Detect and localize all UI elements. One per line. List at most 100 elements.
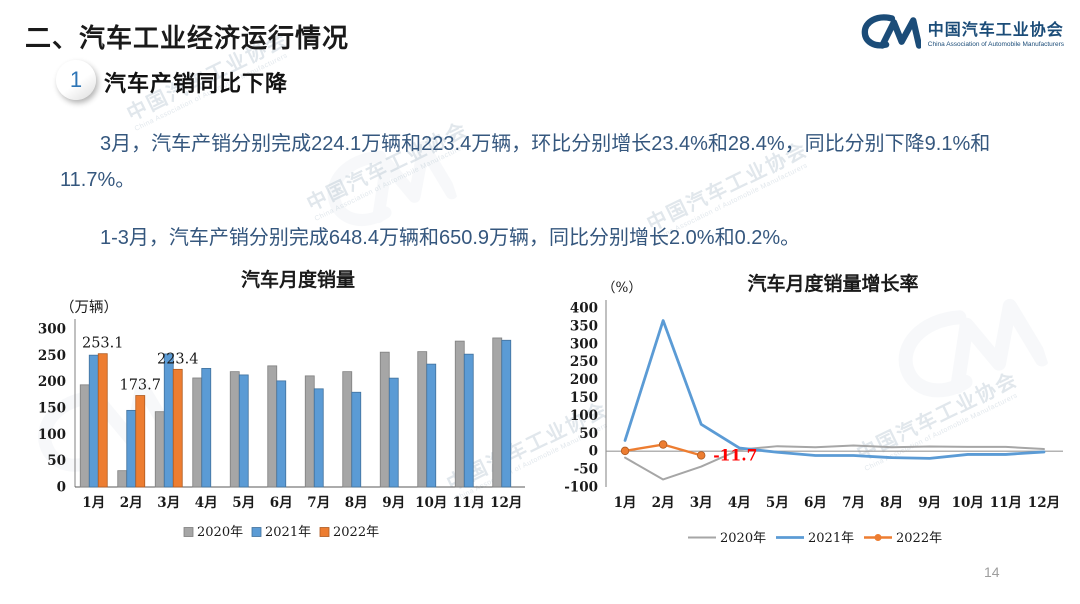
y-tick--100: -100 [564,480,598,496]
legend-label-2022年: 2022年 [333,525,379,540]
legend-label-2021年: 2021年 [808,531,854,546]
logo-name-zh: 中国汽车工业协会 [927,22,1064,39]
legend-label-2021年: 2021年 [265,525,311,540]
marker-2022年-2月 [658,440,668,449]
bar-2021年-8月 [351,391,362,488]
y-tick-0: 0 [57,480,66,496]
bar-data-label-173.7: 173.7 [119,378,161,394]
y-tick-150: 150 [38,401,66,417]
paragraph-march-summary: 3月，汽车产销分别完成224.1万辆和223.4万辆，环比分别增长23.4%和2… [60,133,991,191]
bar-2021年-12月 [501,339,512,488]
x-tick-12月: 12月 [490,495,522,511]
x-tick-1月: 1月 [614,495,637,511]
x-tick-8月: 8月 [880,495,903,511]
x-tick-6月: 6月 [804,495,827,511]
y-tick-350: 350 [570,318,598,334]
y-tick-50: 50 [579,426,598,442]
paragraph-q1-summary: 1-3月，汽车产销分别完成648.4万辆和650.9万辆，同比分别增长2.0%和… [100,227,801,249]
bar-2021年-11月 [463,353,474,488]
x-tick-4月: 4月 [728,495,751,511]
y-tick-150: 150 [570,390,598,406]
line-chart-title: 汽车月度销量增长率 [747,272,918,295]
bar-2020年-12月 [492,337,503,488]
x-tick-5月: 5月 [232,495,255,511]
legend-swatch-2022年 [319,527,330,537]
x-tick-4月: 4月 [195,495,218,511]
x-tick-1月: 1月 [82,495,105,511]
bar-2020年-8月 [342,371,353,488]
bar-2020年-4月 [192,377,203,488]
x-tick-2月: 2月 [120,495,143,511]
bar-data-label-253.1: 253.1 [82,336,124,352]
legend-swatch-2020年 [183,527,194,537]
bar-2021年-7月 [313,388,324,488]
growth-annotation: -11.7 [713,445,757,464]
bar-2022年-3月 [172,368,183,488]
bar-2021年-2月 [126,409,137,488]
page-title: 二、汽车工业经济运行情况 [25,23,350,53]
x-tick-12月: 12月 [1028,495,1060,511]
monthly-growth-line-chart: 汽车月度销量增长率 （%） -100 -50 0 50 100 150 200 250 300 350… [564,272,1063,546]
section-heading: 汽车产销同比下降 [104,71,289,96]
legend-label-2020年: 2020年 [720,531,766,546]
bar-chart-unit-label: （万辆） [60,299,118,316]
line-2020年 [624,444,1045,481]
x-tick-10月: 10月 [415,495,447,511]
bar-2021年-3月 [163,353,174,488]
bar-2020年-2月 [117,470,128,488]
x-tick-2月: 2月 [652,495,675,511]
monthly-sales-bar-chart: 汽车月度销量 （万辆） 0 50 100 150 200 250 300 1月 2月 3月 4月 5月 6月… [38,268,525,540]
x-tick-3月: 3月 [157,495,180,511]
bar-2020年-6月 [267,365,278,488]
legend-marker-2022年 [874,534,882,541]
y-tick-250: 250 [570,354,598,370]
legend-swatch-2021年 [251,527,262,537]
legend-label-2022年: 2022年 [896,531,942,546]
bar-2020年-5月 [229,371,240,488]
bar-2020年-9月 [379,351,390,488]
x-tick-7月: 7月 [307,495,330,511]
bar-chart-title: 汽车月度销量 [241,268,355,291]
y-tick--50: -50 [574,462,598,478]
y-tick-300: 300 [38,322,66,338]
bar-2021年-10月 [426,363,437,488]
y-tick-200: 200 [38,374,66,390]
y-tick-100: 100 [38,427,66,443]
x-tick-7月: 7月 [842,495,865,511]
page-number: 14 [984,564,1000,580]
section-number-badge: 1 [56,60,96,100]
y-tick-300: 300 [570,336,598,352]
bar-2020年-1月 [79,384,90,488]
section-number: 1 [69,67,83,92]
x-tick-6月: 6月 [270,495,293,511]
bar-2022年-1月 [97,353,108,488]
bar-2021年-5月 [238,374,249,488]
logo-name-en: China Association of Automobile Manufact… [927,41,1064,48]
y-tick-200: 200 [570,372,598,388]
bar-2021年-1月 [88,354,99,488]
x-tick-5月: 5月 [766,495,789,511]
bar-2020年-11月 [454,340,465,488]
caam-logo: 中国汽车工业协会 China Association of Automobile… [859,12,1064,52]
y-tick-100: 100 [570,408,598,424]
caam-logo-swoosh-icon [861,14,921,49]
x-tick-9月: 9月 [382,495,405,511]
marker-2022年-1月 [620,446,630,456]
y-tick-50: 50 [47,453,66,469]
bar-data-label-223.4: 223.4 [157,351,199,367]
y-tick-0: 0 [589,444,598,460]
line-2021年 [623,319,1046,460]
bar-2020年-3月 [154,411,165,488]
bar-2021年-6月 [276,380,287,488]
x-tick-8月: 8月 [345,495,368,511]
bar-2021年-9月 [388,377,399,488]
caam-logo-text: 中国汽车工业协会 China Association of Automobile… [928,16,1064,48]
x-tick-11月: 11月 [453,495,485,511]
bar-2022年-2月 [135,395,146,488]
x-tick-3月: 3月 [690,495,713,511]
x-tick-11月: 11月 [990,495,1022,511]
y-tick-250: 250 [38,348,66,364]
y-tick-400: 400 [570,301,598,317]
bar-2020年-10月 [417,351,428,488]
